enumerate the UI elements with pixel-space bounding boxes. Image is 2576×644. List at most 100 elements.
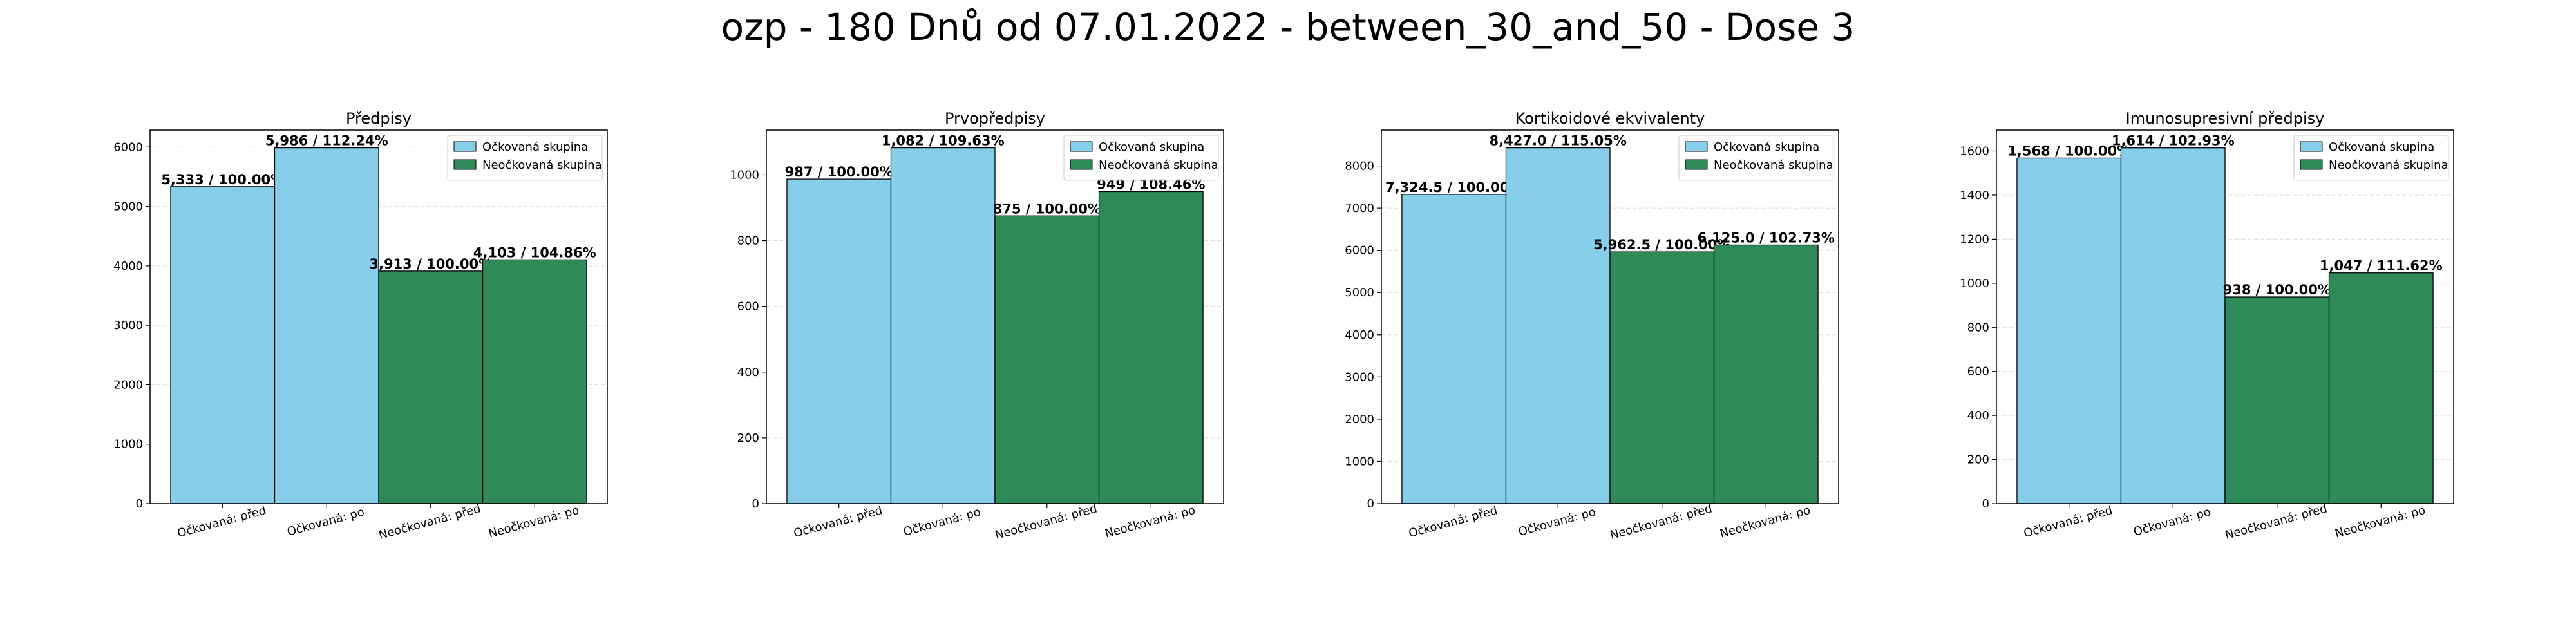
chart-panel-3: Kortikoidové ekvivalenty 0 1000 2000 3000 400… [1345,109,1839,542]
y-tick-label: 6000 [113,140,143,154]
chart-panel-1: Předpisy 0 1000 2000 3000 4000 5000 6000 5,333 /… [113,109,608,542]
legend-box [447,135,603,181]
legend-entry: Neočkovaná skupina [1099,158,1218,172]
bar-data-label: 4,103 / 104.86% [473,245,596,260]
legend-box [1063,135,1219,181]
bar-data-label: 1,568 / 100.00% [2007,143,2130,158]
legend-entry: Neočkovaná skupina [2329,158,2448,172]
legend-entry: Očkovaná skupina [482,140,588,154]
bar [274,147,379,504]
y-tick-label: 3000 [113,319,143,332]
legend-swatch [1070,159,1093,170]
legend-swatch [2300,141,2323,152]
bar-data-label: 7,324.5 / 100.00% [1385,180,1522,195]
legend: Očkovaná skupina Neočkovaná skupina [447,135,603,181]
bar [2328,272,2434,504]
bar [2224,296,2330,504]
axes-frame [1996,129,2454,504]
legend-entry: Očkovaná skupina [2329,140,2434,154]
bar-data-label: 6,125.0 / 102.73% [1698,230,1835,245]
y-tick-label: 4000 [113,260,143,273]
bar-data-label: 5,986 / 112.24% [265,133,388,149]
bar-data-label: 5,962.5 / 100.00% [1593,237,1730,252]
figure-title: ozp - 180 Dnů od 07.01.2022 - between_30… [721,5,1855,49]
bar-data-label: 875 / 100.00% [993,201,1101,216]
y-tick-label: 5000 [113,200,143,214]
y-tick-label: 400 [1967,409,1989,422]
y-tick-label: 600 [737,300,759,314]
panel-title: Kortikoidové ekvivalenty [1515,109,1705,128]
y-tick-label: 0 [1367,497,1374,511]
legend-entry: Očkovaná skupina [1714,140,1819,154]
legend-swatch [1685,141,1708,152]
chart-panel-4: Imunosupresivní předpisy 0 200 400 600 800 100… [1960,109,2454,542]
panel-title: Předpisy [346,109,412,128]
y-tick-label: 400 [737,366,759,379]
bar [1401,194,1507,504]
y-tick-label: 1000 [1345,455,1374,468]
y-tick-label: 1200 [1960,232,1989,246]
legend: Očkovaná skupina Neočkovaná skupina [2293,135,2449,181]
legend-box [1678,135,1834,181]
bar [1609,251,1715,504]
y-tick-label: 1000 [730,168,759,182]
y-tick-label: 2000 [1345,413,1374,426]
legend-entry: Neočkovaná skupina [482,158,602,172]
bar [994,215,1100,504]
bar-data-label: 3,913 / 100.00% [369,256,492,272]
axes-frame [766,129,1224,504]
y-tick-label: 6000 [1345,244,1374,258]
legend-entry: Neočkovaná skupina [1714,158,1833,172]
legend-entry: Očkovaná skupina [1099,140,1204,154]
bar [378,270,484,504]
bar-data-label: 1,082 / 109.63% [882,133,1005,149]
bar-data-label: 5,333 / 100.00% [161,172,284,187]
y-tick-label: 2000 [113,378,143,392]
legend-box [2293,135,2449,181]
bar-data-label: 987 / 100.00% [785,164,893,180]
legend: Očkovaná skupina Neočkovaná skupina [1678,135,1834,181]
y-tick-label: 0 [752,497,759,511]
bar [1505,147,1611,504]
axes-frame [149,129,608,504]
y-tick-label: 0 [136,497,143,511]
legend-swatch [1685,159,1708,170]
y-tick-label: 8000 [1345,160,1374,173]
legend-swatch [453,141,477,152]
bar-data-label: 938 / 100.00% [2223,282,2331,298]
legend-swatch [453,159,477,170]
legend: Očkovaná skupina Neočkovaná skupina [1063,135,1219,181]
bar-data-label: 8,427.0 / 115.05% [1490,133,1627,149]
bar [786,178,892,504]
y-tick-label: 4000 [1345,328,1374,342]
bar [2120,147,2226,504]
bar [1713,244,1819,504]
y-tick-label: 3000 [1345,370,1374,384]
y-tick-label: 0 [1982,497,1989,511]
y-tick-label: 1000 [1960,277,1989,290]
y-tick-label: 200 [1967,453,1989,467]
bar-data-label: 1,614 / 102.93% [2112,133,2235,149]
bar [482,259,587,504]
panel-title: Prvopředpisy [945,109,1045,128]
y-tick-label: 1000 [113,438,143,451]
y-tick-label: 1600 [1960,145,1989,158]
y-tick-label: 1400 [1960,189,1989,202]
y-tick-label: 600 [1967,365,1989,379]
chart-panel-2: Prvopředpisy 0 200 400 600 800 1000 987 / 100.0… [730,109,1224,542]
panel-title: Imunosupresivní předpisy [2126,109,2325,128]
bar [170,186,276,504]
bar-data-label: 1,047 / 111.62% [2320,258,2443,274]
bar [890,147,996,504]
y-tick-label: 800 [737,234,759,248]
y-tick-label: 7000 [1345,202,1374,215]
bar [2016,157,2122,504]
legend-swatch [1070,141,1093,152]
y-tick-label: 800 [1967,321,1989,334]
legend-swatch [2300,159,2323,170]
bar [1098,191,1204,504]
y-tick-label: 5000 [1345,286,1374,299]
axes-frame [1381,129,1839,504]
